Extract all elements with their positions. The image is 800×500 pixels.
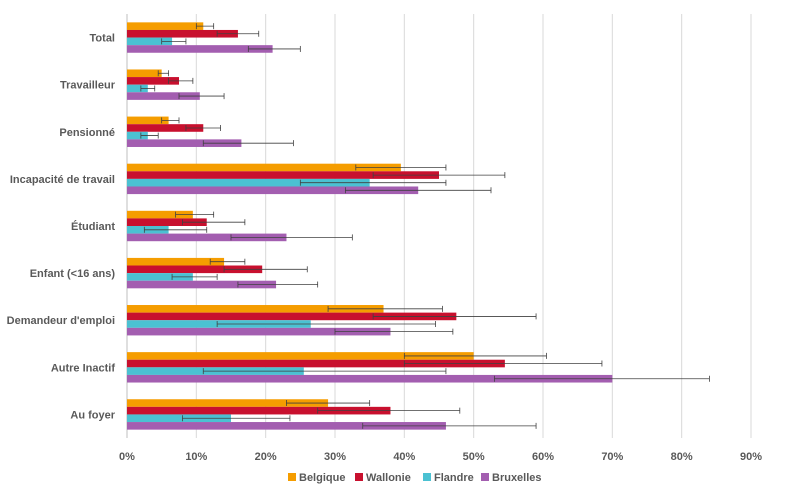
bar-bruxelles <box>127 45 273 53</box>
category-label: Au foyer <box>70 409 115 421</box>
x-tick-label: 60% <box>532 451 554 463</box>
bar-flandre <box>127 178 370 187</box>
legend-label: Bruxelles <box>492 472 542 484</box>
bar-wallonie <box>127 77 179 85</box>
category-label: Autre Inactif <box>51 362 116 374</box>
bar-belgique <box>127 116 169 125</box>
legend-swatch-wallonie <box>355 473 363 481</box>
bar-belgique <box>127 69 162 78</box>
bar-flandre <box>127 414 231 423</box>
bar-bruxelles <box>127 186 419 195</box>
legend-swatch-bruxelles <box>481 473 489 481</box>
bar-wallonie <box>127 265 263 274</box>
bar-wallonie <box>127 124 204 132</box>
x-tick-label: 70% <box>601 451 623 463</box>
category-label: Demandeur d'emploi <box>7 315 115 327</box>
x-tick-label: 40% <box>393 451 415 463</box>
bar-bruxelles <box>127 374 613 383</box>
bar-belgique <box>127 399 329 407</box>
bar-flandre <box>127 273 193 281</box>
x-tick-label: 30% <box>324 451 346 463</box>
bar-bruxelles <box>127 139 242 147</box>
bar-bruxelles <box>127 422 446 430</box>
bar-wallonie <box>127 218 207 226</box>
bar-bruxelles <box>127 327 391 336</box>
legend-label: Belgique <box>299 472 345 484</box>
bar-wallonie <box>127 359 505 368</box>
x-tick-label: 90% <box>740 451 762 463</box>
category-label: Total <box>90 33 115 45</box>
category-label: Pensionné <box>59 127 115 139</box>
category-label: Étudiant <box>71 220 115 233</box>
x-tick-label: 80% <box>671 451 693 463</box>
bar-belgique <box>127 305 384 313</box>
bar-wallonie <box>127 171 439 179</box>
bar-belgique <box>127 210 193 219</box>
x-tick-label: 0% <box>119 451 135 463</box>
bar-wallonie <box>127 312 457 321</box>
bar-flandre <box>127 84 148 93</box>
category-label: Enfant (<16 ans) <box>30 268 116 280</box>
bar-flandre <box>127 131 148 140</box>
x-tick-label: 50% <box>463 451 485 463</box>
legend-swatch-flandre <box>423 473 431 481</box>
bar-bruxelles <box>127 233 287 242</box>
legend-label: Flandre <box>434 472 474 484</box>
x-tick-label: 20% <box>255 451 277 463</box>
bar-bruxelles <box>127 92 200 100</box>
bar-wallonie <box>127 29 238 38</box>
bar-belgique <box>127 22 204 30</box>
category-label: Incapacité de travail <box>10 174 115 186</box>
bar-belgique <box>127 352 474 360</box>
bar-belgique <box>127 257 225 266</box>
x-tick-label: 10% <box>185 451 207 463</box>
legend-swatch-belgique <box>288 473 296 481</box>
legend-label: Wallonie <box>366 472 411 484</box>
bar-belgique <box>127 163 401 172</box>
bar-flandre <box>127 37 173 46</box>
bar-bruxelles <box>127 280 277 289</box>
bar-wallonie <box>127 406 391 415</box>
category-label: Travailleur <box>60 80 116 92</box>
